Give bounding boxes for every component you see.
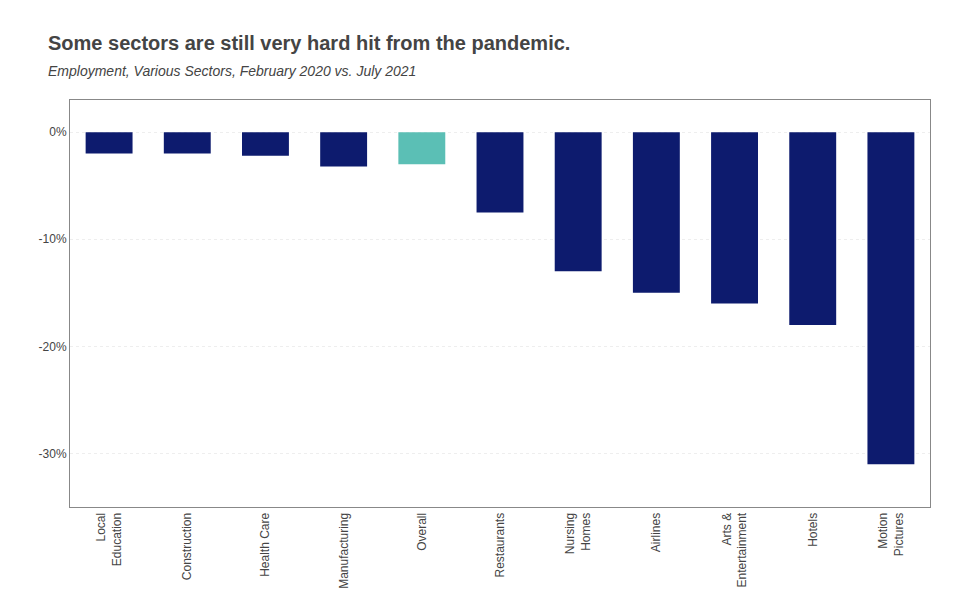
svg-text:Manufacturing: Manufacturing <box>337 513 351 589</box>
svg-text:Airlines: Airlines <box>649 513 663 552</box>
svg-text:Employment, Various Sectors, F: Employment, Various Sectors, February 20… <box>48 63 416 79</box>
svg-text:Construction: Construction <box>180 513 194 580</box>
svg-text:MotionPictures: MotionPictures <box>876 513 906 556</box>
svg-text:Overall: Overall <box>415 513 429 551</box>
svg-text:Some sectors are still very ha: Some sectors are still very hard hit fro… <box>48 32 570 54</box>
svg-text:Health Care: Health Care <box>258 512 272 576</box>
svg-text:-20%: -20% <box>39 340 67 354</box>
svg-text:Hotels: Hotels <box>806 513 820 547</box>
svg-text:Restaurants: Restaurants <box>493 513 507 578</box>
svg-text:LocalEducation: LocalEducation <box>94 513 124 566</box>
svg-text:Arts &Entertainment: Arts &Entertainment <box>720 512 750 587</box>
svg-text:-30%: -30% <box>39 447 67 461</box>
svg-text:-10%: -10% <box>39 232 67 246</box>
svg-text:0%: 0% <box>49 125 67 139</box>
svg-text:NursingHomes: NursingHomes <box>563 513 593 554</box>
